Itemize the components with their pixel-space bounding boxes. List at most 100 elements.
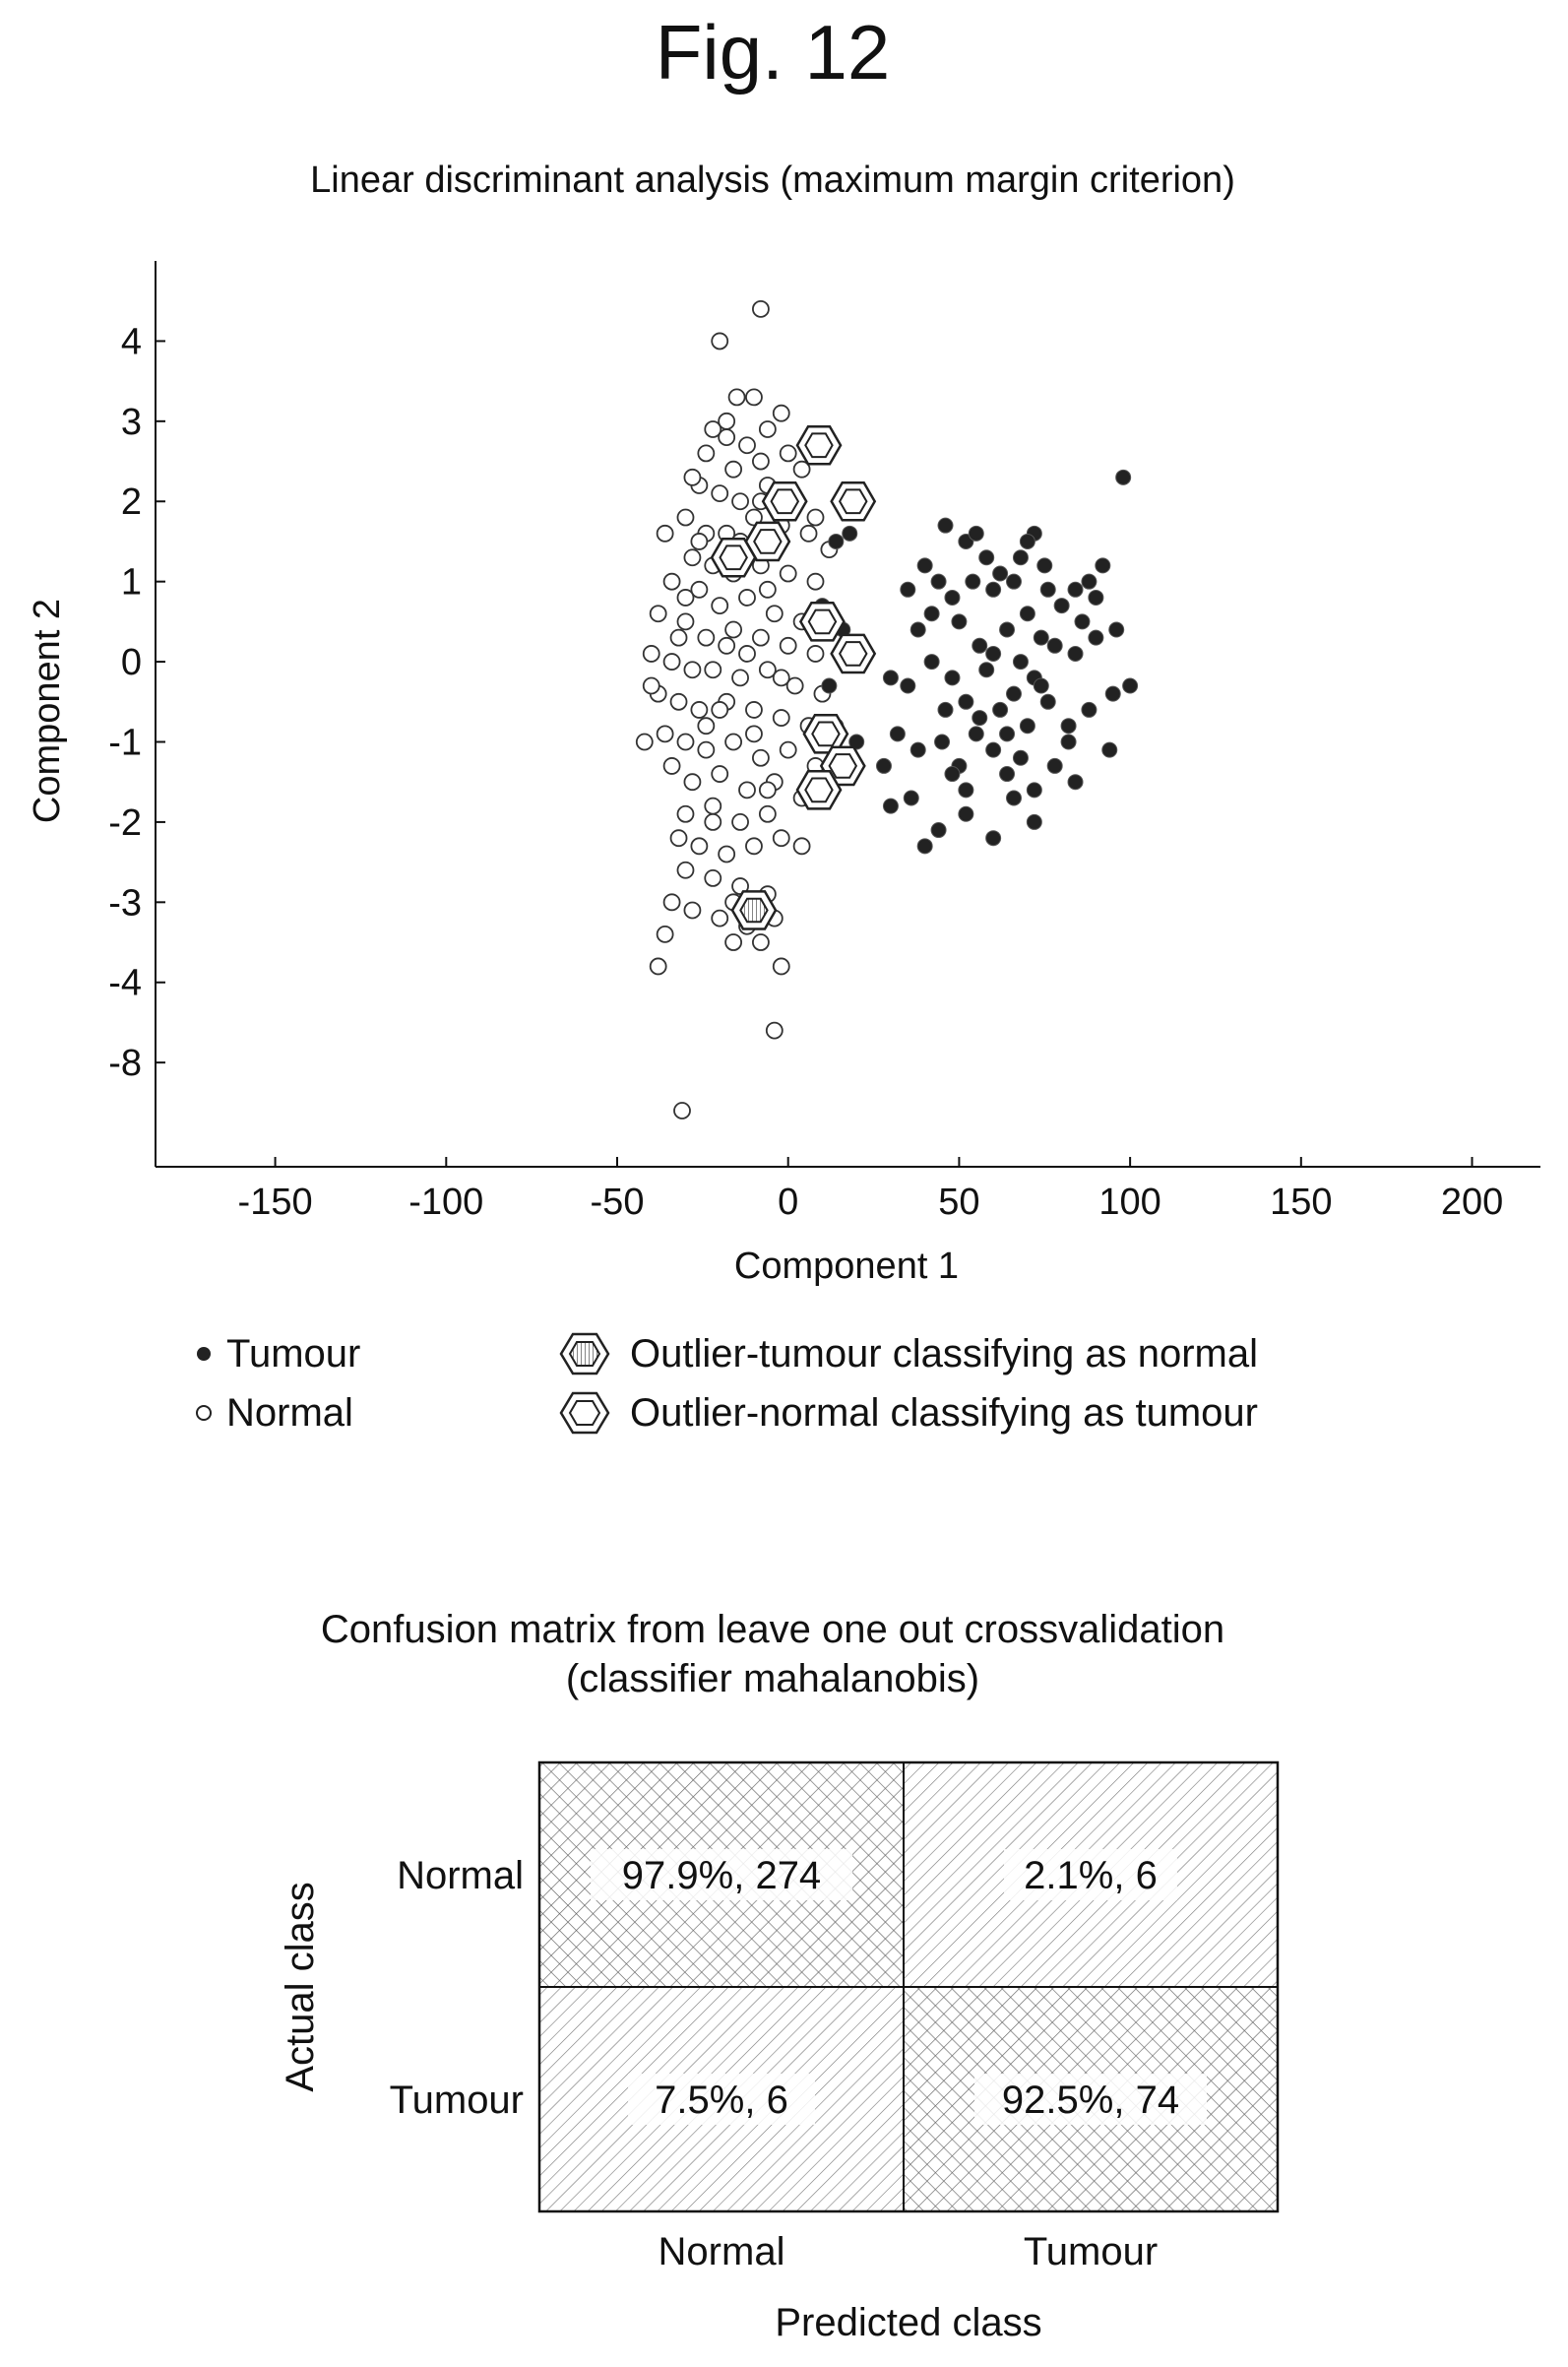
tumour-point (999, 726, 1016, 742)
normal-point (683, 548, 702, 567)
normal-point (711, 701, 729, 719)
tumour-point (900, 677, 916, 694)
normal-point (758, 661, 777, 679)
tumour-point (889, 726, 906, 742)
tumour-point (848, 734, 865, 750)
normal-point (711, 597, 729, 614)
normal-point (745, 388, 763, 407)
normal-point (642, 645, 660, 663)
normal-point (752, 748, 770, 767)
tumour-point (909, 621, 926, 638)
tumour-point (923, 606, 940, 622)
tumour-point (1046, 637, 1063, 654)
outlier-normal-point-inner (770, 488, 800, 515)
tumour-point (882, 670, 899, 686)
normal-point (669, 692, 688, 711)
legend-outlier-normal-label: Outlier-normal classifying as tumour (630, 1391, 1258, 1435)
tumour-point (821, 677, 838, 694)
tumour-point (1108, 621, 1125, 638)
y-tick-label: 0 (121, 642, 142, 683)
tumour-point (882, 798, 899, 814)
tumour-point (1033, 629, 1049, 646)
tumour-point (1115, 469, 1132, 485)
tumour-point (923, 654, 940, 671)
tumour-point (944, 670, 961, 686)
tumour-point (968, 726, 984, 742)
scatter-title: Linear discriminant analysis (maximum ma… (310, 160, 1235, 201)
normal-point (758, 781, 777, 800)
cell-label-bg-2 (1004, 1849, 1177, 1900)
normal-point (806, 508, 825, 527)
normal-point (662, 653, 681, 671)
outlier-normal-point-inner (807, 608, 838, 635)
cell-label-bg-3 (628, 2074, 815, 2125)
normal-point (690, 533, 709, 550)
outlier-normal-point (830, 480, 877, 522)
normal-point (738, 645, 756, 663)
matrix-title: Confusion matrix from leave one out cros… (321, 1608, 1224, 1651)
outlier-normal-point (830, 633, 877, 674)
outlier-normal-point-inner (811, 721, 841, 747)
outlier-normal-point-outer (798, 602, 846, 642)
normal-point (649, 957, 667, 976)
tumour-point (842, 525, 858, 542)
outlier-normal-point (710, 537, 757, 578)
normal-point (792, 460, 811, 479)
normal-point (697, 740, 716, 759)
tumour-point (1081, 701, 1098, 718)
normal-point (690, 580, 709, 599)
tumour-point (930, 573, 947, 590)
tumour-point (1081, 573, 1098, 590)
normal-point (724, 933, 743, 951)
normal-point (731, 492, 749, 511)
tumour-point (1088, 589, 1104, 606)
outlier-normal-point-inner (719, 544, 748, 571)
scatter-points (635, 299, 1139, 1120)
tumour-point (1095, 557, 1111, 574)
matrix-row-label-tumour: Tumour (390, 2079, 524, 2122)
legend-outlier-tumour-marker (559, 1332, 610, 1375)
scatter-axes (155, 261, 1540, 1168)
normal-point (765, 605, 784, 623)
tumour-point (992, 565, 1009, 582)
tumour-point (944, 589, 961, 606)
normal-point (704, 813, 722, 831)
normal-point (711, 332, 729, 351)
normal-point (676, 508, 695, 527)
normal-point (799, 524, 818, 543)
outlier-normal-point-inner (804, 432, 834, 459)
x-ticks: -150 -100 -50 0 50 100 150 200 (238, 1157, 1503, 1223)
tumour-point (1101, 741, 1118, 758)
normal-point (669, 829, 688, 848)
scatter-chart: Linear discriminant analysis (maximum ma… (27, 160, 1540, 1287)
tumour-point (968, 525, 984, 542)
tumour-point (999, 766, 1016, 783)
outlier-normal-point-outer (830, 633, 877, 674)
normal-point (704, 661, 722, 679)
tumour-point (1053, 598, 1070, 614)
tumour-point (1039, 693, 1056, 710)
normal-point (758, 804, 777, 823)
matrix-subtitle: (classifier mahalanobis) (566, 1657, 979, 1700)
legend-normal-marker (196, 1405, 212, 1421)
tumour-point (875, 757, 892, 774)
y-tick-label: -8 (108, 1043, 142, 1084)
tumour-point (937, 517, 954, 534)
tumour-point (900, 581, 916, 598)
normal-point (656, 925, 674, 943)
tumour-point (1060, 718, 1077, 735)
normal-point (738, 436, 756, 455)
normal-point (779, 740, 797, 759)
normal-point (779, 636, 797, 655)
tumour-point (1067, 774, 1084, 791)
normal-point (765, 1021, 784, 1040)
tumour-point (992, 701, 1009, 718)
tumour-point (972, 637, 988, 654)
normal-point (772, 404, 790, 422)
confusion-matrix: Confusion matrix from leave one out cros… (279, 1608, 1280, 2344)
normal-point (704, 420, 722, 438)
normal-point (676, 861, 695, 879)
normal-point (724, 460, 743, 479)
y-tick-label: -4 (108, 963, 142, 1004)
normal-point (683, 661, 702, 679)
